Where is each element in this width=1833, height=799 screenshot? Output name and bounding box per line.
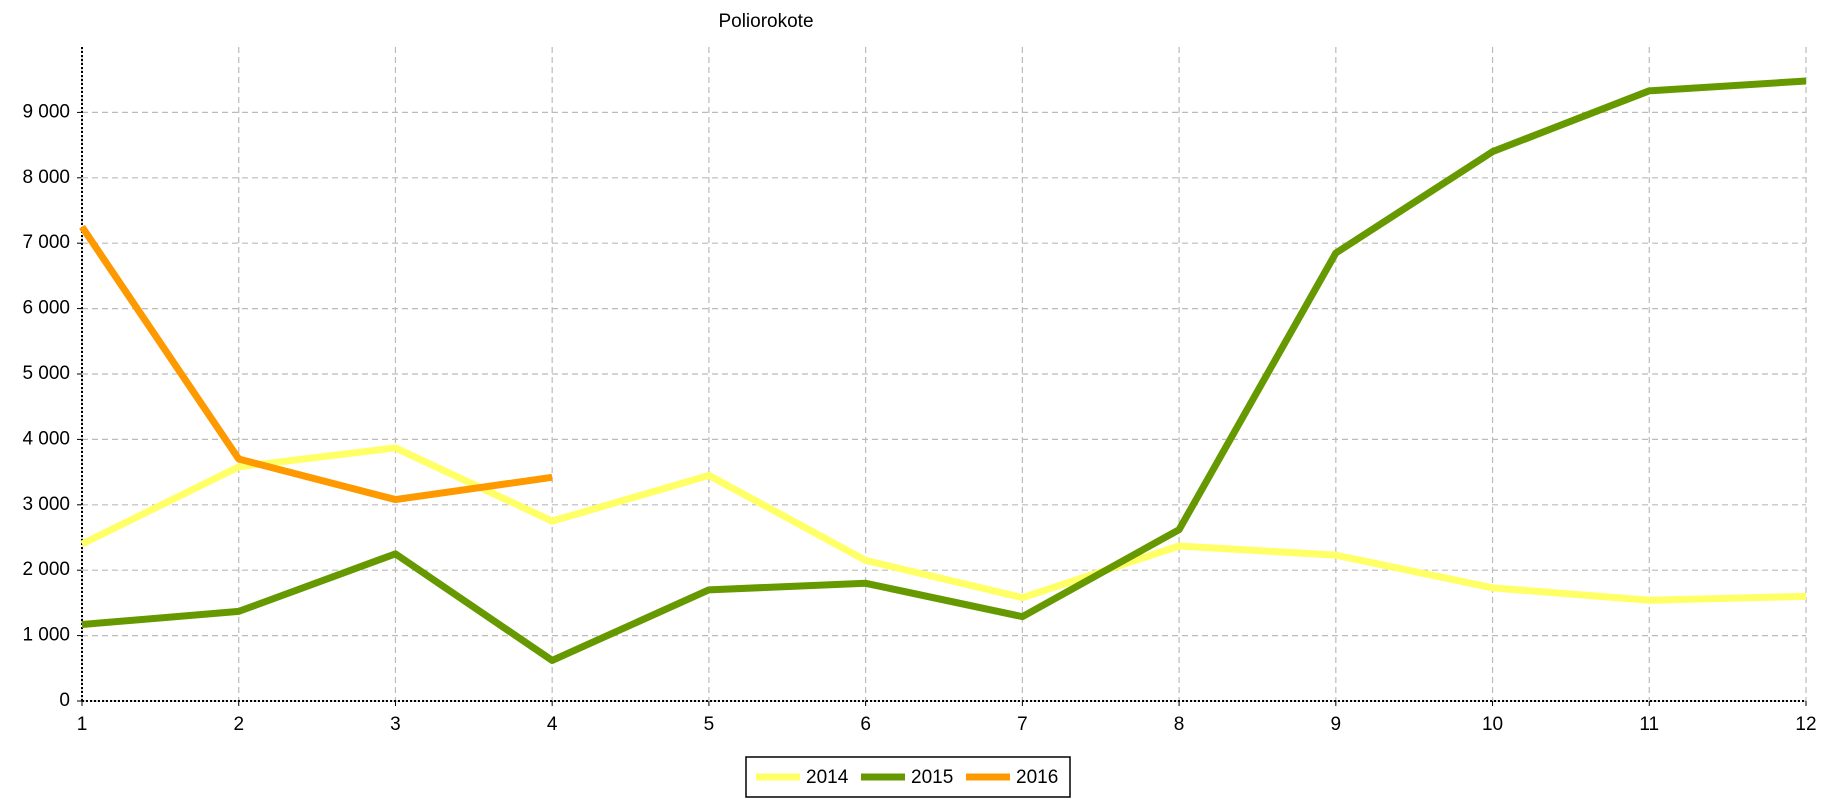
x-tick-label: 7 — [1017, 714, 1028, 735]
legend-label: 2014 — [806, 767, 849, 788]
y-tick-label: 3 000 — [22, 494, 70, 515]
x-tick-label: 3 — [390, 714, 401, 735]
x-tick-label: 2 — [233, 714, 244, 735]
series-line — [79, 224, 553, 504]
x-tick-label: 1 — [77, 714, 88, 735]
y-tick-label: 5 000 — [22, 363, 70, 384]
x-tick-label: 5 — [704, 714, 715, 735]
y-tick-label: 7 000 — [22, 232, 70, 253]
x-tick-label: 9 — [1331, 714, 1342, 735]
y-tick-label: 8 000 — [22, 167, 70, 188]
series-line — [81, 77, 1807, 664]
legend-label: 2015 — [911, 767, 953, 788]
x-tick-label: 4 — [547, 714, 558, 735]
x-tick-label: 11 — [1639, 714, 1659, 735]
series-line — [80, 444, 1807, 604]
chart-title: Poliorokote — [718, 11, 813, 32]
legend-label: 2016 — [1016, 767, 1058, 788]
x-tick-label: 12 — [1795, 714, 1816, 735]
y-tick-label: 4 000 — [22, 428, 70, 449]
x-tick-label: 6 — [860, 714, 871, 735]
y-tick-label: 1 000 — [22, 625, 70, 646]
y-tick-label: 2 000 — [22, 559, 70, 580]
y-tick-label: 6 000 — [22, 298, 70, 319]
x-tick-label: 10 — [1482, 714, 1503, 735]
y-tick-label: 9 000 — [22, 101, 70, 122]
x-tick-label: 8 — [1174, 714, 1185, 735]
legend: 2014 2015 2016 — [745, 756, 1071, 798]
y-tick-label: 0 — [59, 690, 70, 711]
